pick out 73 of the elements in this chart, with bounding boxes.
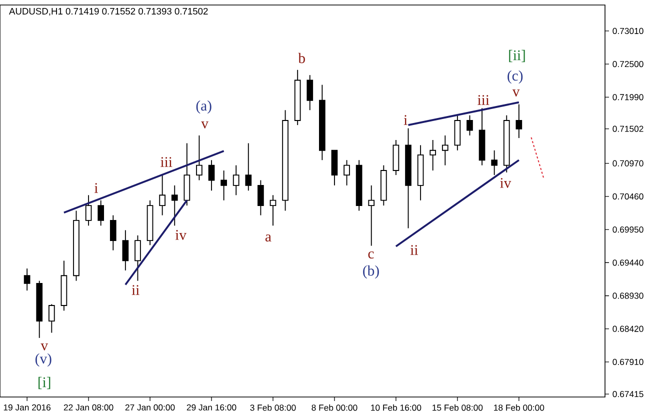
x-tick-label: 10 Feb 16:00 xyxy=(371,404,422,411)
y-tick-label: 0.69440 xyxy=(612,260,644,266)
annotation: iv xyxy=(500,178,512,188)
y-tick-label: 0.68420 xyxy=(612,326,644,332)
annotation: iii xyxy=(478,95,490,105)
candlestick xyxy=(208,160,215,192)
candlestick xyxy=(516,104,522,139)
candlestick xyxy=(442,134,448,166)
candlestick xyxy=(392,140,400,176)
annotation: (c) xyxy=(508,70,523,84)
candlestick xyxy=(24,268,30,292)
annotation: (v) xyxy=(35,353,52,367)
candlestick xyxy=(159,174,166,216)
y-tick-label: 0.72500 xyxy=(612,60,644,68)
candlestick xyxy=(294,69,301,126)
annotation: v xyxy=(40,344,48,350)
annotation: iii xyxy=(160,157,172,167)
x-tick-label: 18 Feb 00:00 xyxy=(494,404,544,411)
annotation: v xyxy=(201,122,208,128)
candlestick xyxy=(110,214,116,251)
annotation: iv xyxy=(175,230,186,240)
candlestick xyxy=(491,150,498,176)
candlestick xyxy=(319,84,326,161)
annotation: ii xyxy=(410,245,418,255)
y-tick-label: 0.69950 xyxy=(612,226,644,233)
annotation: (a) xyxy=(196,100,212,114)
y-tick-label: 0.67415 xyxy=(612,391,644,398)
annotation: v xyxy=(512,90,520,96)
y-tick-label: 0.70970 xyxy=(612,160,644,166)
x-tick-label: 19 Jan 2016 xyxy=(4,404,51,410)
candlestick xyxy=(430,140,436,171)
candlestick xyxy=(232,164,240,196)
candlestick xyxy=(270,194,276,226)
x-tick-label: 27 Jan 00:00 xyxy=(125,404,175,410)
candlestick xyxy=(146,200,154,246)
annotation: ii xyxy=(132,285,140,295)
y-tick-label: 0.70460 xyxy=(612,193,644,200)
candlestick xyxy=(122,230,129,271)
x-tick-label: 8 Feb 00:00 xyxy=(312,404,358,411)
y-tick-label: 0.73010 xyxy=(612,28,644,34)
y-tick-label: 0.71990 xyxy=(612,94,644,100)
y-tick-label: 0.67910 xyxy=(612,358,644,366)
annotation: i xyxy=(94,183,98,193)
annotation: i xyxy=(404,115,408,125)
annotation: [i] xyxy=(38,376,50,390)
candlestick xyxy=(405,128,412,229)
candlestick xyxy=(478,108,486,166)
x-tick-label: 15 Feb 08:00 xyxy=(432,404,483,411)
candlestick xyxy=(356,160,362,212)
candlestick xyxy=(282,110,288,212)
candlestick xyxy=(258,180,264,216)
annotation: (b) xyxy=(363,265,379,279)
candlestick xyxy=(306,74,314,111)
x-tick-label: 3 Feb 08:00 xyxy=(250,404,296,411)
annotation: [ii] xyxy=(509,50,525,62)
chart-title: AUDUSD,H1 0.71419 0.71552 0.71393 0.71502 xyxy=(9,8,208,16)
candlestick xyxy=(98,200,104,226)
candlestick xyxy=(368,184,375,246)
y-tick-label: 0.68930 xyxy=(612,292,644,299)
annotation: a xyxy=(265,234,272,242)
candlestick xyxy=(220,170,227,201)
candlestick xyxy=(245,142,252,192)
annotation: b xyxy=(298,52,305,64)
candlestick xyxy=(85,194,92,226)
x-tick-label: 22 Jan 08:00 xyxy=(64,404,114,410)
annotation: c xyxy=(368,251,374,259)
candlestick xyxy=(380,164,387,206)
y-tick-label: 0.71502 xyxy=(612,126,644,132)
candlestick xyxy=(196,134,202,181)
candlestick xyxy=(171,184,178,226)
x-tick-label: 29 Jan 16:00 xyxy=(186,404,236,410)
candlestick xyxy=(60,260,68,312)
candlestick xyxy=(417,144,424,201)
